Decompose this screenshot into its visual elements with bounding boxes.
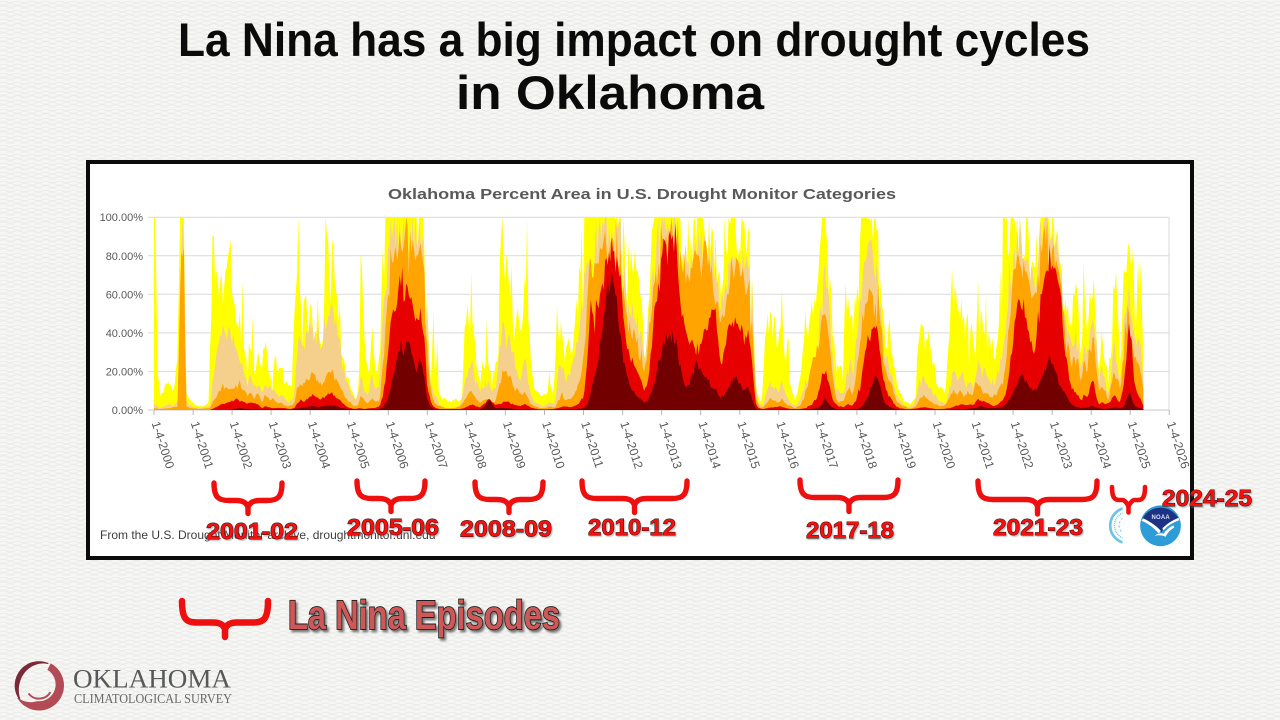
svg-text:40.00%: 40.00%: [106, 328, 144, 340]
svg-text:60.00%: 60.00%: [106, 289, 144, 301]
svg-text:CLIMATOLOGICAL SURVEY: CLIMATOLOGICAL SURVEY: [74, 691, 232, 706]
svg-text:2005-06: 2005-06: [347, 514, 439, 540]
svg-text:2001-02: 2001-02: [206, 518, 298, 544]
svg-text:Oklahoma Percent Area in U.S.: Oklahoma Percent Area in U.S. Drought Mo…: [388, 186, 896, 203]
svg-text:2017-18: 2017-18: [806, 517, 894, 543]
svg-text:80.00%: 80.00%: [106, 251, 144, 263]
svg-text:OKLAHOMA: OKLAHOMA: [73, 665, 231, 694]
svg-text:2024-25: 2024-25: [1162, 485, 1252, 511]
svg-text:2021-23: 2021-23: [993, 514, 1083, 540]
svg-text:100.00%: 100.00%: [100, 212, 144, 224]
svg-text:La Nina has a big impact on dr: La Nina has a big impact on drought cycl…: [178, 13, 1090, 66]
svg-text:0.00%: 0.00%: [112, 405, 143, 417]
svg-text:20.00%: 20.00%: [106, 366, 144, 378]
svg-text:2010-12: 2010-12: [588, 514, 676, 540]
svg-text:2008-09: 2008-09: [460, 516, 552, 542]
svg-text:La Nina Episodes: La Nina Episodes: [288, 592, 560, 638]
svg-text:NOAA: NOAA: [1151, 515, 1170, 521]
svg-text:in Oklahoma: in Oklahoma: [456, 66, 765, 119]
